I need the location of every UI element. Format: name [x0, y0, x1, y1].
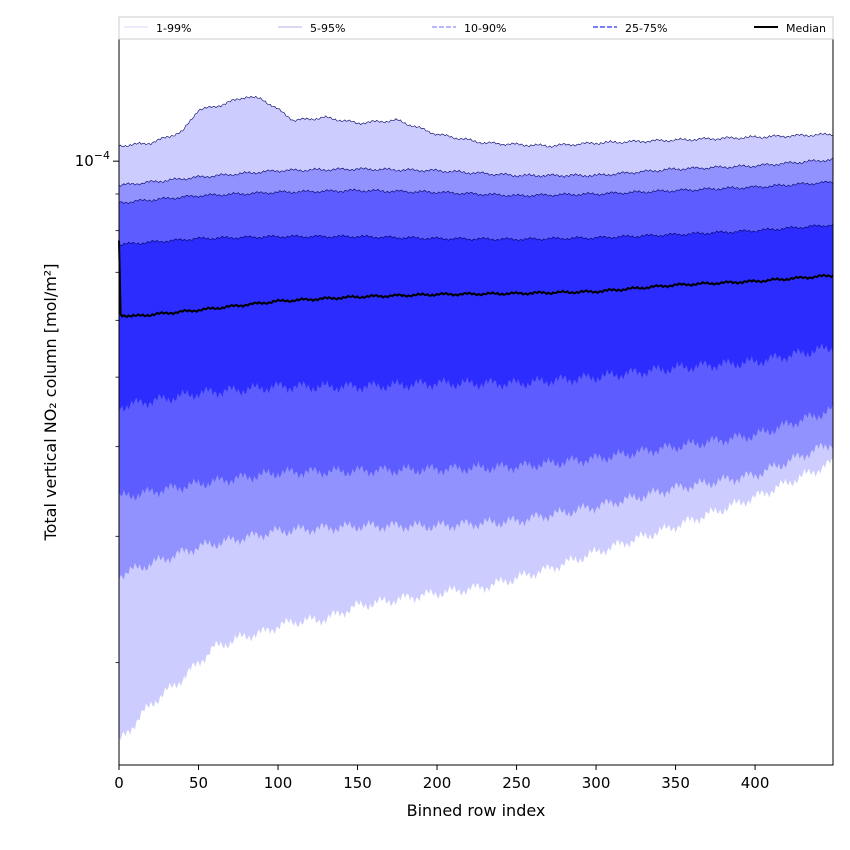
band-upper-edge-25to75 [118, 223, 834, 246]
x-tick-label-100: 100 [264, 774, 293, 792]
legend: 1-99% 5-95% 10-90% 25-75% Median [118, 16, 834, 40]
x-tick-label-50: 50 [189, 774, 208, 792]
legend-label-4: Median [786, 22, 826, 35]
legend-label-0: 1-99% [156, 22, 191, 35]
x-tick-label-350: 350 [661, 774, 690, 792]
x-tick-label-400: 400 [741, 774, 770, 792]
x-axis: 0 50 100 150 200 250 300 350 400 [114, 765, 769, 792]
x-tick-label-150: 150 [343, 774, 372, 792]
percentile-bands [118, 95, 834, 741]
legend-label-1: 5-95% [310, 22, 345, 35]
x-tick-label-300: 300 [582, 774, 611, 792]
median-line [118, 240, 834, 319]
band-upper-edge-5to95 [118, 157, 834, 187]
legend-label-2: 10-90% [464, 22, 506, 35]
y-axis: 10−4 [75, 149, 119, 664]
y-tick-label: 10−4 [75, 149, 110, 170]
band-upper-edge-10to90 [118, 180, 834, 205]
x-tick-label-0: 0 [114, 774, 124, 792]
band-upper-edge-1to99 [118, 95, 834, 148]
x-tick-label-200: 200 [423, 774, 452, 792]
x-tick-label-250: 250 [502, 774, 531, 792]
legend-label-3: 25-75% [625, 22, 667, 35]
y-axis-label: Total vertical NO₂ column [mol/m²] [41, 264, 60, 542]
band-25to75 [119, 223, 833, 412]
legend-box [118, 16, 834, 40]
x-axis-label: Binned row index [407, 801, 546, 820]
median-series [118, 240, 834, 319]
